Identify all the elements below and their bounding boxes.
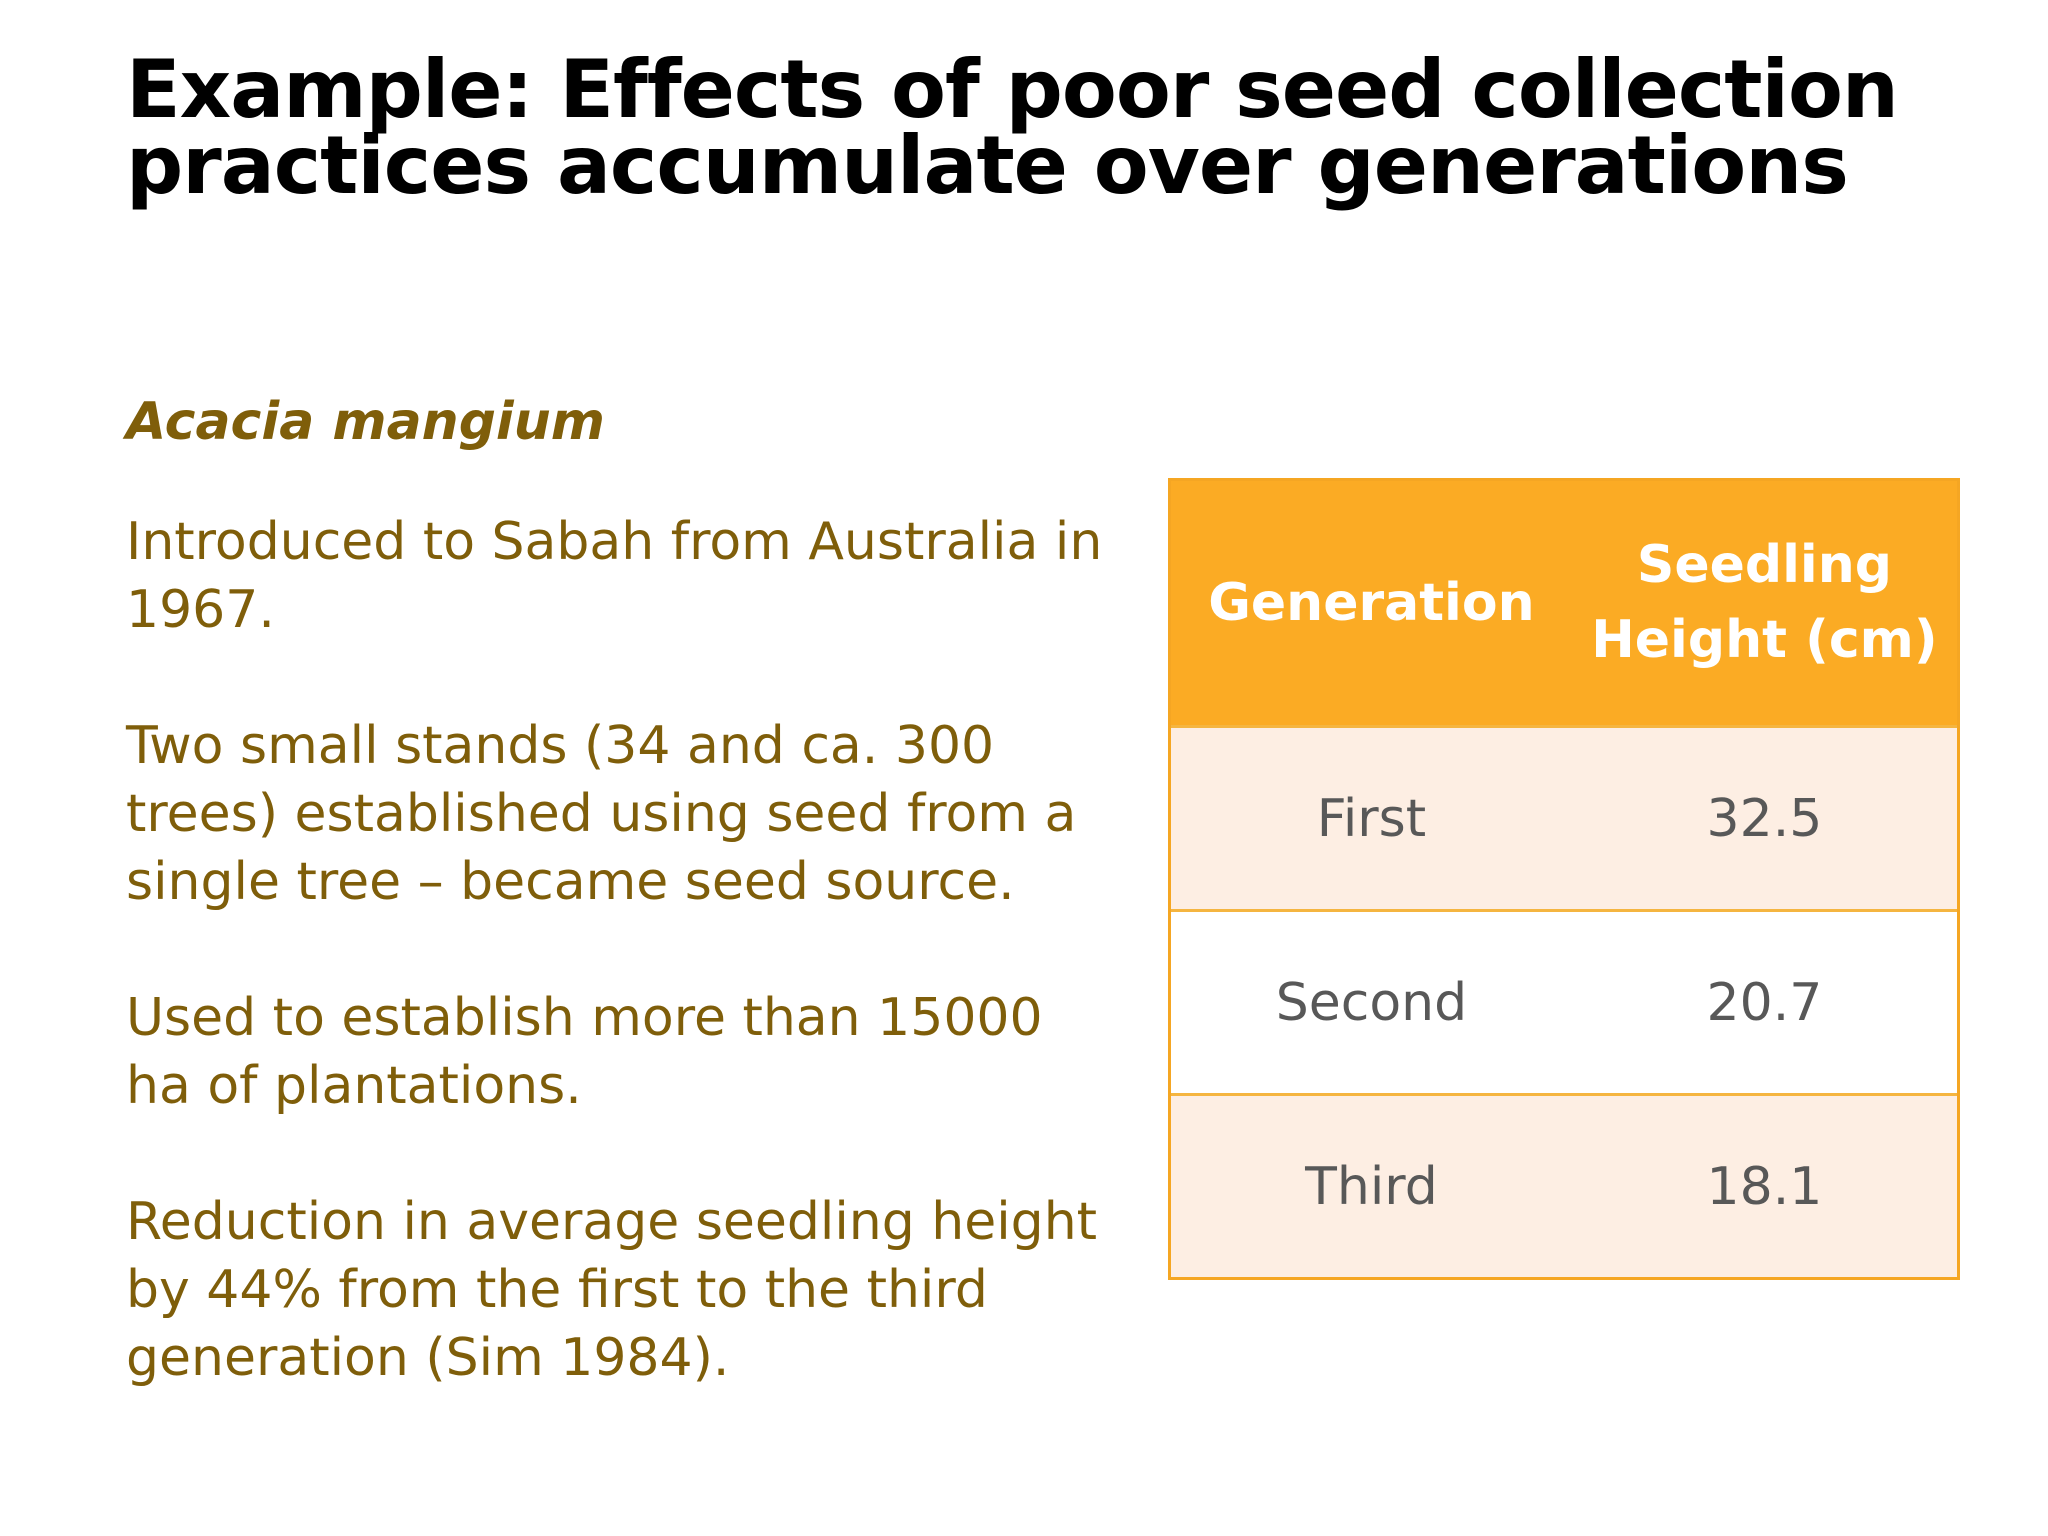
table-header-row: Generation Seedling Height (cm) <box>1171 481 1957 727</box>
height-cell: 32.5 <box>1571 725 1957 911</box>
header-seedling-height: Seedling Height (cm) <box>1571 481 1957 727</box>
height-cell: 18.1 <box>1571 1093 1957 1277</box>
paragraph-plantations: Used to establish more than 15000 ha of … <box>126 988 1043 1116</box>
paragraph-stands: Two small stands (34 and ca. 300 trees) … <box>126 716 1077 912</box>
table-row: Second 20.7 <box>1171 909 1957 1095</box>
paragraph-introduction: Introduced to Sabah from Australia in 19… <box>126 512 1103 640</box>
generation-cell: First <box>1171 725 1572 911</box>
species-name: Acacia mangium <box>126 392 605 452</box>
slide-title: Example: Effects of poor seed collection… <box>126 43 1986 212</box>
seedling-height-table: Generation Seedling Height (cm) First 32… <box>1168 478 1960 1280</box>
title-line-1: Example: Effects of poor seed collection <box>126 43 1899 136</box>
body-text: Introduced to Sabah from Australia in 19… <box>126 508 1106 1392</box>
height-cell: 20.7 <box>1571 909 1957 1095</box>
generation-cell: Third <box>1171 1093 1572 1277</box>
table-row: First 32.5 <box>1171 725 1957 911</box>
header-generation: Generation <box>1171 481 1572 727</box>
paragraph-reduction: Reduction in average seedling height by … <box>126 1192 1098 1388</box>
table-row: Third 18.1 <box>1171 1093 1957 1277</box>
title-line-2: practices accumulate over generations <box>126 119 1849 212</box>
generation-cell: Second <box>1171 909 1572 1095</box>
